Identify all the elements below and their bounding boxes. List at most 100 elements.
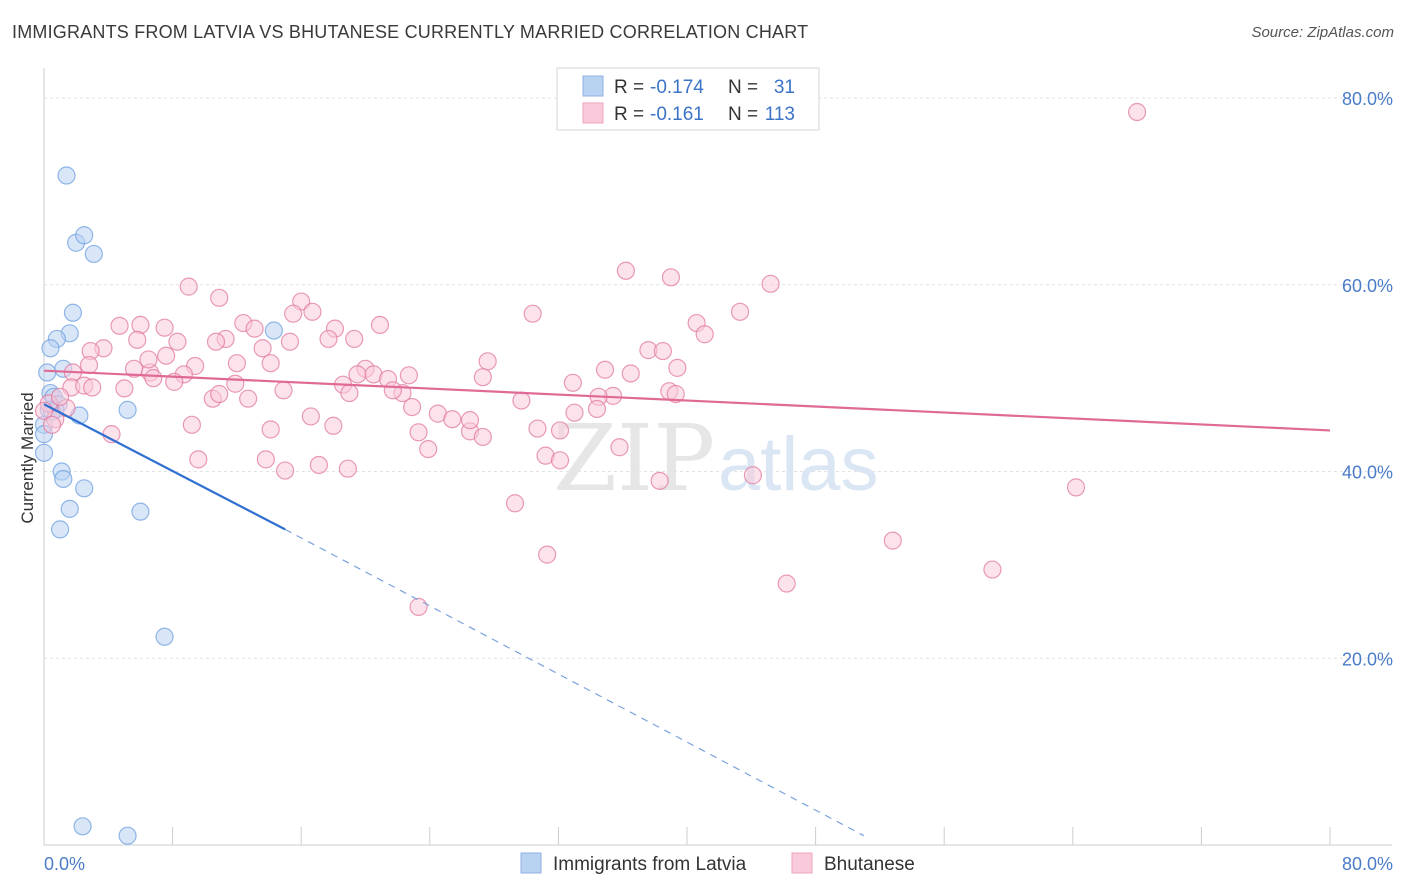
bhutanese-point-45 xyxy=(348,365,367,384)
latvia-point-26 xyxy=(50,520,70,539)
bhutanese-trend-line xyxy=(43,369,1331,432)
bhutanese-point-14 xyxy=(245,319,264,338)
bhutanese-point-12 xyxy=(131,315,150,335)
legend-n-value-1: 31 xyxy=(774,77,795,98)
bhutanese-point-31 xyxy=(653,341,672,361)
legend-r-value-1: -0.174 xyxy=(650,77,704,98)
bottom-legend-label-latvia: Immigrants from Latvia xyxy=(553,854,747,875)
chart-title: IMMIGRANTS FROM LATVIA VS BHUTANESE CURR… xyxy=(12,22,809,42)
latvia-point-4 xyxy=(63,303,83,322)
chart-source: Source: ZipAtlas.com xyxy=(1251,24,1394,41)
latvia-point-17 xyxy=(118,400,137,419)
bhutanese-point-108 xyxy=(83,378,102,397)
bhutanese-point-32 xyxy=(695,325,714,344)
latvia-point-23 xyxy=(75,479,94,498)
bhutanese-point-84 xyxy=(550,421,570,440)
y-tick-label-1: 40.0% xyxy=(1342,463,1393,483)
bhutanese-point-81 xyxy=(409,423,428,442)
bhutanese-point-80 xyxy=(261,420,280,439)
bhutanese-point-97 xyxy=(650,471,669,490)
bhutanese-point-72 xyxy=(403,397,422,417)
bhutanese-point-102 xyxy=(983,560,1002,579)
bhutanese-point-112 xyxy=(565,403,584,422)
bhutanese-point-24 xyxy=(319,329,338,349)
legend-n-label-2: N = xyxy=(728,104,758,125)
bhutanese-point-19 xyxy=(128,330,147,349)
watermark-zip: ZIP xyxy=(553,405,715,512)
bhutanese-point-13 xyxy=(110,316,129,335)
bhutanese-point-66 xyxy=(210,384,229,404)
bhutanese-point-90 xyxy=(189,450,208,469)
legend-n-label-1: N = xyxy=(728,77,758,98)
bhutanese-point-25 xyxy=(345,329,364,349)
gridlines xyxy=(44,97,1392,659)
bhutanese-point-28 xyxy=(253,339,272,358)
legend-r-label-2: R = xyxy=(614,104,644,125)
bhutanese-point-49 xyxy=(144,369,163,388)
bottom-legend: Immigrants from Latvia Bhutanese xyxy=(520,852,915,875)
bhutanese-point-106 xyxy=(42,415,62,434)
bhutanese-point-78 xyxy=(182,415,201,434)
bhutanese-point-51 xyxy=(226,374,245,393)
latvia-point-27 xyxy=(155,627,174,646)
data-points xyxy=(34,102,1147,845)
bhutanese-point-109 xyxy=(139,350,158,369)
y-tick-label-3: 80.0% xyxy=(1342,89,1393,109)
bhutanese-point-36 xyxy=(79,355,99,375)
latvia-point-2 xyxy=(75,226,94,245)
bhutanese-point-107 xyxy=(50,387,70,406)
y-tick-labels: 20.0% 40.0% 60.0% 80.0% xyxy=(1342,89,1393,669)
bhutanese-point-5 xyxy=(210,288,229,307)
x-tick-label-start: 0.0% xyxy=(44,854,85,874)
legend-box: R = -0.174 N = 31 R = -0.161 N = 113 xyxy=(556,67,820,131)
bhutanese-point-54 xyxy=(473,368,492,387)
bhutanese-point-96 xyxy=(743,466,763,485)
bhutanese-point-41 xyxy=(668,358,687,377)
bhutanese-point-60 xyxy=(340,383,359,403)
trend-lines xyxy=(43,369,1331,837)
watermark: ZIP atlas xyxy=(553,405,879,512)
bhutanese-point-55 xyxy=(563,373,582,392)
bhutanese-point-34 xyxy=(261,354,280,373)
bhutanese-point-35 xyxy=(478,352,497,371)
bottom-legend-swatch-latvia xyxy=(520,852,542,874)
bhutanese-point-23 xyxy=(280,332,300,351)
bhutanese-point-65 xyxy=(239,389,258,408)
bhutanese-point-88 xyxy=(610,438,629,457)
latvia-point-28 xyxy=(73,817,92,836)
bhutanese-point-100 xyxy=(883,531,902,550)
bhutanese-point-10 xyxy=(730,302,750,321)
bhutanese-point-17 xyxy=(370,315,390,335)
bhutanese-point-9 xyxy=(523,304,542,323)
y-tick-label-2: 60.0% xyxy=(1342,276,1393,296)
bhutanese-point-33 xyxy=(227,354,246,373)
bhutanese-point-47 xyxy=(399,366,419,385)
latvia-point-24 xyxy=(60,499,79,518)
latvia-point-0 xyxy=(57,166,76,185)
latvia-point-30 xyxy=(34,443,54,462)
bhutanese-point-7 xyxy=(284,304,303,323)
bhutanese-point-3 xyxy=(661,268,681,287)
latvia-point-29 xyxy=(118,826,137,845)
legend-swatch-latvia xyxy=(582,75,604,97)
bhutanese-point-0 xyxy=(1127,102,1147,122)
bhutanese-point-104 xyxy=(409,597,428,616)
latvia-point-18 xyxy=(264,321,283,340)
x-tick-labels: 0.0% 80.0% xyxy=(44,854,1393,874)
latvia-point-7 xyxy=(41,339,60,358)
bottom-legend-swatch-bhutanese xyxy=(791,852,813,874)
latvia-trend-extension xyxy=(284,528,865,837)
bhutanese-point-95 xyxy=(276,461,295,480)
bhutanese-point-29 xyxy=(157,346,176,365)
bhutanese-point-8 xyxy=(303,302,322,321)
bhutanese-point-75 xyxy=(301,407,320,426)
legend-r-value-2: -0.161 xyxy=(650,104,704,125)
latvia-point-3 xyxy=(84,244,103,264)
bhutanese-point-91 xyxy=(256,450,275,469)
bhutanese-point-92 xyxy=(550,451,570,470)
latvia-point-25 xyxy=(131,502,150,521)
bhutanese-point-48 xyxy=(621,364,640,383)
legend-swatch-bhutanese xyxy=(582,102,604,124)
bhutanese-point-2 xyxy=(616,261,636,280)
bhutanese-point-15 xyxy=(155,318,174,337)
